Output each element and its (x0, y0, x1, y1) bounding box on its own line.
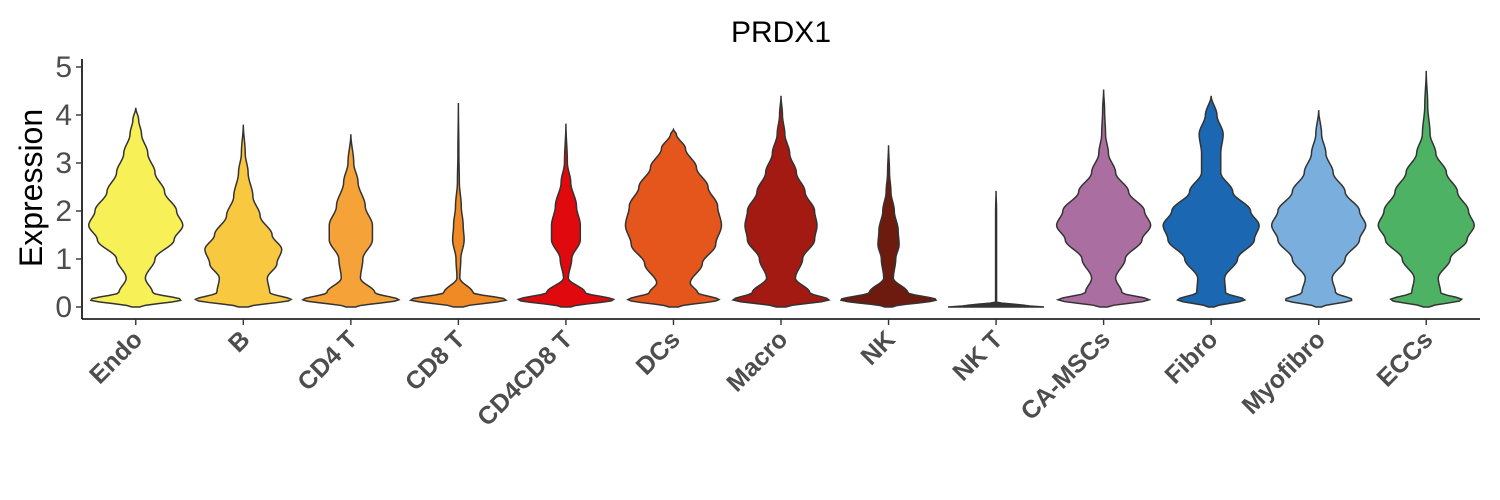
violin-cd4-t (301, 134, 401, 308)
x-tick-label: CD8 T (400, 325, 471, 396)
violin-layer (87, 70, 1475, 308)
x-tick-label: Endo (84, 325, 148, 389)
y-axis-label: Expression (13, 109, 49, 267)
x-tick-label: NK T (947, 325, 1008, 386)
violin-b (193, 124, 293, 308)
violin-cd4cd8-t (516, 123, 616, 308)
x-tick-label: CA-MSCs (1015, 325, 1115, 425)
violin-macro (731, 95, 831, 308)
x-tick-label: NK (855, 325, 900, 370)
violin-dcs (624, 127, 723, 308)
violin-ca-mscs (1055, 89, 1152, 308)
violin-myofibro (1270, 110, 1367, 308)
y-tick-label: 2 (55, 195, 72, 228)
x-tick-label: Macro (721, 325, 793, 397)
violin-cd8-t (408, 102, 508, 308)
violin-nk (839, 145, 938, 308)
x-tick-label: DCs (631, 325, 686, 380)
x-tick-label: Myofibro (1237, 325, 1331, 419)
violin-endo (87, 107, 184, 308)
x-tick-label: CD4 T (292, 325, 363, 396)
violin-nk-t (948, 190, 1045, 308)
x-tick-label: B (223, 325, 256, 358)
y-tick-label: 0 (55, 291, 72, 324)
violin-fibro (1162, 95, 1260, 308)
x-tick-label: ECCs (1371, 325, 1438, 392)
y-tick-label: 5 (55, 51, 72, 84)
chart-title: PRDX1 (731, 16, 831, 49)
y-tick-label: 3 (55, 147, 72, 180)
y-tick-label: 4 (55, 99, 72, 132)
violin-eccs (1377, 70, 1475, 308)
x-tick-label: CD4CD8 T (472, 325, 578, 431)
y-tick-label: 1 (55, 243, 72, 276)
x-tick-label: Fibro (1159, 325, 1223, 389)
